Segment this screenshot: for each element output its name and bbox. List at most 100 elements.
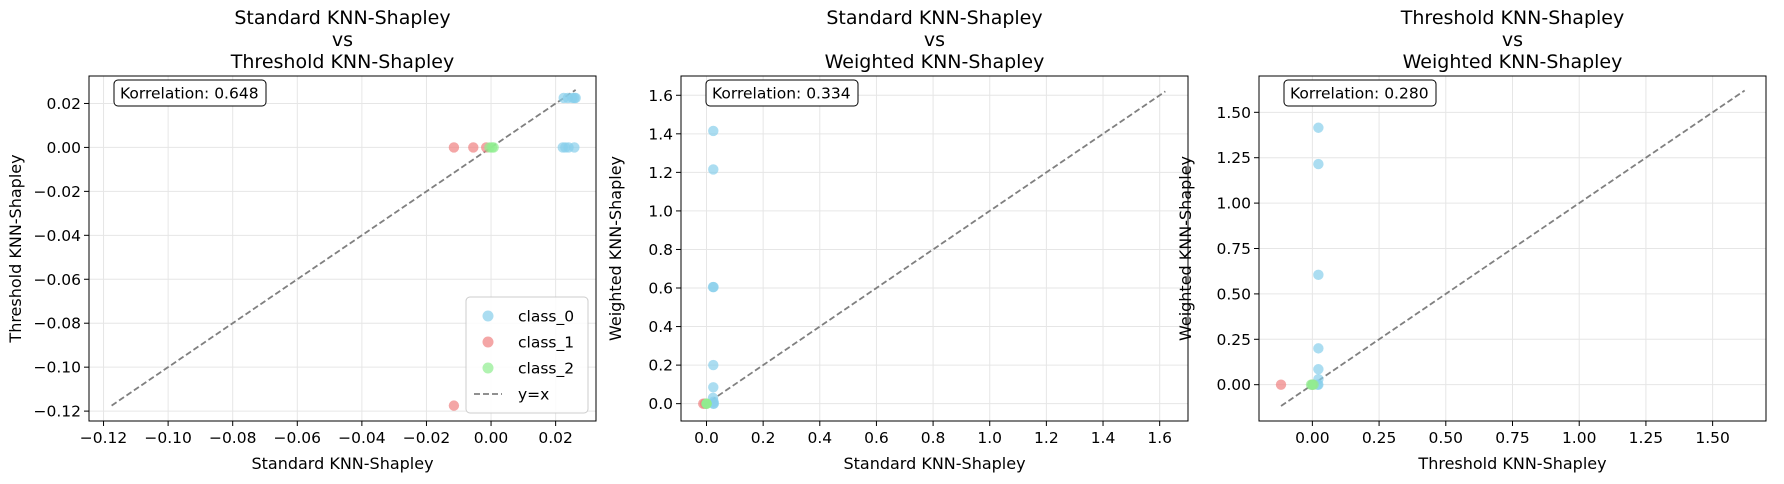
chart-title-line-3: Threshold KNN-Shapley [230,51,454,73]
scatter-panel-1: −0.12 −0.10 −0.08 −0.06 −0.04 −0.02 0.00 0.02 −0… [6,7,597,473]
legend-label: class_1 [518,334,574,353]
identity-line [111,89,577,407]
data-points [448,92,581,411]
class_2-point [1308,379,1319,390]
class_0-point [1313,122,1324,133]
legend-marker-class_0 [482,310,494,322]
y-tick-label: −0.08 [34,315,82,333]
x-tick-label: −0.02 [403,429,451,447]
data-points [698,125,720,409]
class_0-point [1313,343,1324,354]
identity-line [702,90,1166,407]
x-tick-label: 0.4 [807,429,832,447]
y-tick-label: 0.50 [1216,285,1251,303]
x-tick-label: −0.10 [144,429,192,447]
chart-title-line-3: Weighted KNN-Shapley [825,51,1045,73]
chart-title-line-3: Weighted KNN-Shapley [1403,51,1623,73]
legend-marker-class_2 [482,362,494,374]
scatter-panel-2: 0.0 0.2 0.4 0.6 0.8 1.0 1.2 1.4 1.6 0.0 0.2 0.4 0.6 0… [606,7,1189,473]
x-tick-label: 0.75 [1495,429,1530,447]
x-tick-label: −0.06 [274,429,322,447]
y-tick-label: 0.8 [648,241,673,259]
x-tick-label: 0.8 [921,429,946,447]
y-tick-label: 0.0 [648,395,673,413]
x-tick-label: −0.08 [209,429,257,447]
y-tick-label: 1.6 [648,87,673,105]
y-tick-label: 1.25 [1216,149,1251,167]
class_2-point [488,142,499,153]
class_0-point [708,164,719,175]
correlation-text: Korrelation: 0.334 [712,85,851,103]
class_0-point [708,359,719,371]
y-tick-label: 1.50 [1216,104,1251,122]
correlation-box [1283,79,1437,107]
chart-title-line-1: Threshold KNN-Shapley [1400,7,1624,29]
legend: class_0 class_1 class_2 y=x [465,296,589,414]
y-tick-label: 0.6 [648,280,673,298]
y-tick-label: 0.75 [1216,240,1251,258]
x-tick-label: 0.6 [864,429,889,447]
class_0-point [1313,364,1324,375]
legend-label: y=x [518,386,549,404]
plot-frame [88,75,597,422]
correlation-box [113,79,267,107]
y-tick-label: −0.06 [34,271,82,289]
x-tick-label: −0.04 [338,429,386,447]
class_1-point [1275,379,1287,390]
class_1-point [448,400,460,411]
y-tick-label: 0.02 [46,95,81,113]
x-tick-label: 1.25 [1629,429,1664,447]
grid [89,76,596,421]
y-tick-label: 0.00 [46,139,81,157]
y-axis-label: Weighted KNN-Shapley [1176,156,1195,341]
x-tick-label: 0.25 [1362,429,1397,447]
x-tick-label: 1.4 [1091,429,1116,447]
x-tick-label: 0.00 [474,429,509,447]
y-tick-label: −0.02 [34,183,82,201]
x-tick-label: 0.0 [694,429,719,447]
x-axis-label: Standard KNN-Shapley [843,454,1025,473]
x-tick-label: 1.6 [1147,429,1172,447]
x-tick-label: 1.2 [1034,429,1059,447]
legend-frame [465,296,589,414]
class_2-point [701,398,712,409]
class_0-point [708,281,719,293]
x-tick-label: 1.00 [1562,429,1597,447]
x-tick-label: 0.02 [538,429,573,447]
scatter-panel-3: 0.00 0.25 0.50 0.75 1.00 1.25 1.50 0.00 0.25 0.50… [1176,7,1767,473]
y-tick-label: 0.25 [1216,331,1251,349]
class_1-point [448,142,460,153]
chart-title-line-1: Standard KNN-Shapley [234,7,450,29]
class_1-point [468,142,479,153]
y-tick-label: −0.10 [34,359,82,377]
x-tick-label: 0.2 [751,429,776,447]
y-tick-label: 1.0 [648,202,673,220]
grid [1259,76,1766,421]
x-tick-label: 0.00 [1295,429,1330,447]
x-axis-label: Standard KNN-Shapley [251,454,433,473]
class_0-point [570,92,581,104]
x-axis-label: Threshold KNN-Shapley [1417,454,1606,473]
plot-frame [680,75,1189,422]
identity-line [1280,89,1746,407]
y-tick-label: −0.12 [34,403,82,421]
y-tick-label: 0.00 [1216,376,1251,394]
y-tick-label: 1.4 [648,125,673,143]
y-tick-label: 0.2 [648,357,673,375]
x-tick-label: −0.12 [80,429,128,447]
correlation-text: Korrelation: 0.280 [1290,85,1429,103]
y-tick-label: −0.04 [34,227,82,245]
class_0-point [708,125,719,137]
legend-label: class_2 [518,360,574,379]
y-axis-label: Weighted KNN-Shapley [606,156,625,341]
chart-title-line-2: vs [332,29,353,51]
grid [681,76,1188,421]
chart-title-line-2: vs [1502,29,1523,51]
class_0-point [1313,269,1324,281]
y-tick-label: 0.4 [648,318,673,336]
correlation-text: Korrelation: 0.648 [120,85,259,103]
x-tick-label: 1.50 [1695,429,1730,447]
legend-marker-class_1 [482,336,494,348]
legend-label: class_0 [518,308,574,327]
class_0-point [708,382,719,393]
